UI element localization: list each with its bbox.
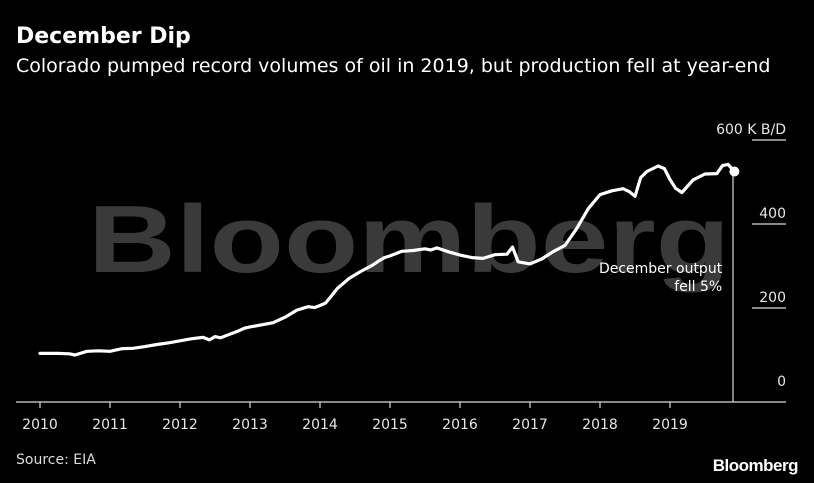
y-tick-label: 200 [759,290,786,306]
x-tick-label: 2015 [372,417,408,433]
source-note: Source: EIA [16,452,96,468]
x-tick-label: 2013 [232,417,268,433]
last-point-marker [729,166,740,177]
annotation-text: December output [599,261,723,277]
x-tick-label: 2010 [22,417,58,433]
x-tick-label: 2011 [92,417,128,433]
series-layer [38,162,740,357]
series-line [38,162,737,357]
x-tick-label: 2016 [442,417,478,433]
y-tick-label: 400 [759,206,786,222]
chart-subtitle: Colorado pumped record volumes of oil in… [16,55,771,77]
y-tick-label: 600 K B/D [716,122,786,138]
x-tick-label: 2014 [302,417,338,433]
x-tick-label: 2018 [582,417,618,433]
annotation-layer: December output fell 5% [599,261,723,295]
bloomberg-watermark: Bloomberg [88,186,730,293]
chart-title: December Dip [16,24,191,49]
x-tick-label: 2012 [162,417,198,433]
y-tick-label: 0 [777,374,786,390]
annotation-text: fell 5% [674,279,722,295]
axes: 2010 2011 2012 2013 2014 2015 2016 2017 2018 2019… [16,122,786,433]
x-tick-label: 2017 [512,417,548,433]
x-tick-label: 2019 [652,417,688,433]
bloomberg-logo: Bloomberg [712,456,799,475]
